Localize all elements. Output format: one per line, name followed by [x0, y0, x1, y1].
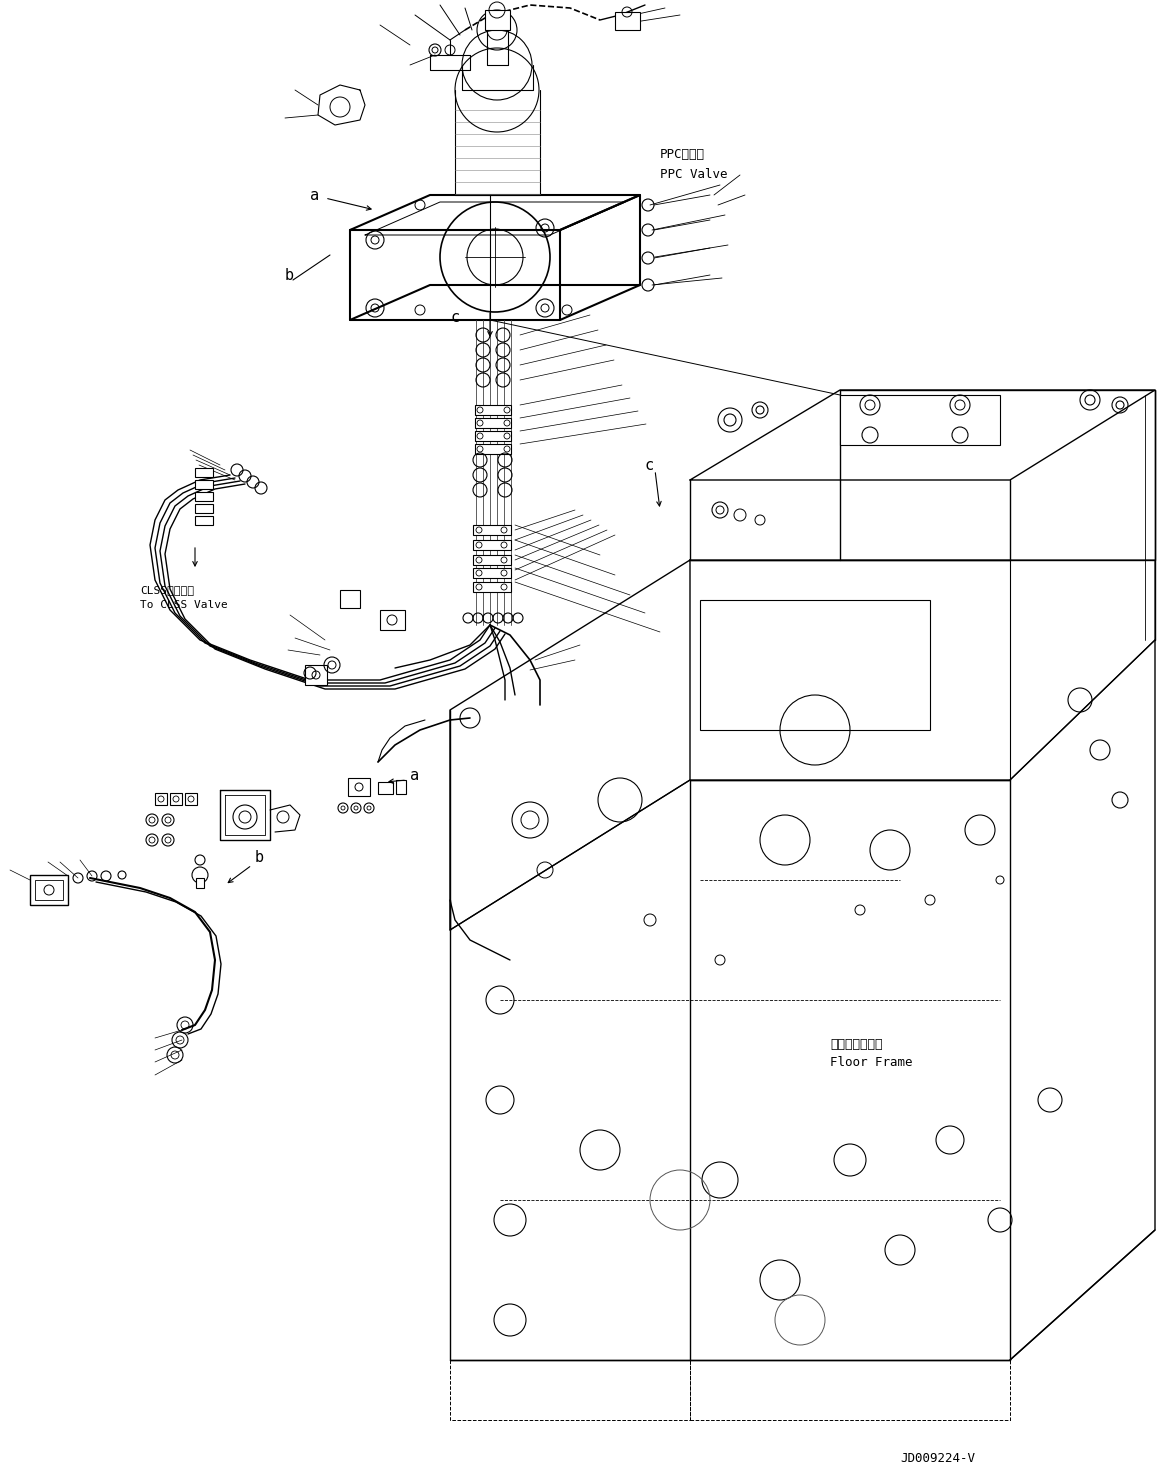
Text: PPCバルブ: PPCバルブ [660, 149, 706, 162]
Bar [195, 516, 212, 524]
Bar [473, 569, 511, 577]
Bar [473, 582, 511, 592]
Bar [700, 600, 930, 731]
Bar [340, 591, 360, 608]
Bar [348, 778, 370, 795]
Bar [396, 781, 406, 794]
Bar [475, 432, 511, 440]
Text: c: c [450, 311, 459, 326]
Bar [485, 10, 510, 29]
Bar [185, 792, 197, 806]
Bar [195, 468, 212, 477]
Text: PPC Valve: PPC Valve [660, 168, 728, 181]
Bar [31, 875, 68, 904]
Text: a: a [410, 767, 419, 782]
Bar [35, 879, 63, 900]
Bar [473, 524, 511, 535]
Bar [196, 878, 204, 888]
Bar [378, 782, 393, 794]
Text: JD009224-V: JD009224-V [900, 1451, 974, 1464]
Bar [195, 492, 212, 501]
Text: To CLSS Valve: To CLSS Valve [140, 600, 228, 610]
Bar [170, 792, 182, 806]
Bar [475, 405, 511, 415]
Bar [473, 555, 511, 566]
Bar [841, 395, 1000, 445]
Text: b: b [255, 850, 264, 866]
Bar [195, 480, 212, 489]
Bar [475, 418, 511, 429]
Text: c: c [645, 458, 654, 473]
Text: b: b [285, 268, 295, 283]
Text: Floor Frame: Floor Frame [830, 1056, 912, 1069]
Text: a: a [310, 187, 319, 202]
Bar [305, 664, 328, 685]
Bar [155, 792, 167, 806]
Bar [615, 12, 640, 29]
Text: フロアフレーム: フロアフレーム [830, 1038, 883, 1052]
Bar [475, 443, 511, 454]
Text: CLSSバルブへ: CLSSバルブへ [140, 585, 194, 595]
Bar [195, 504, 212, 513]
Bar [380, 610, 405, 630]
Bar [473, 541, 511, 549]
